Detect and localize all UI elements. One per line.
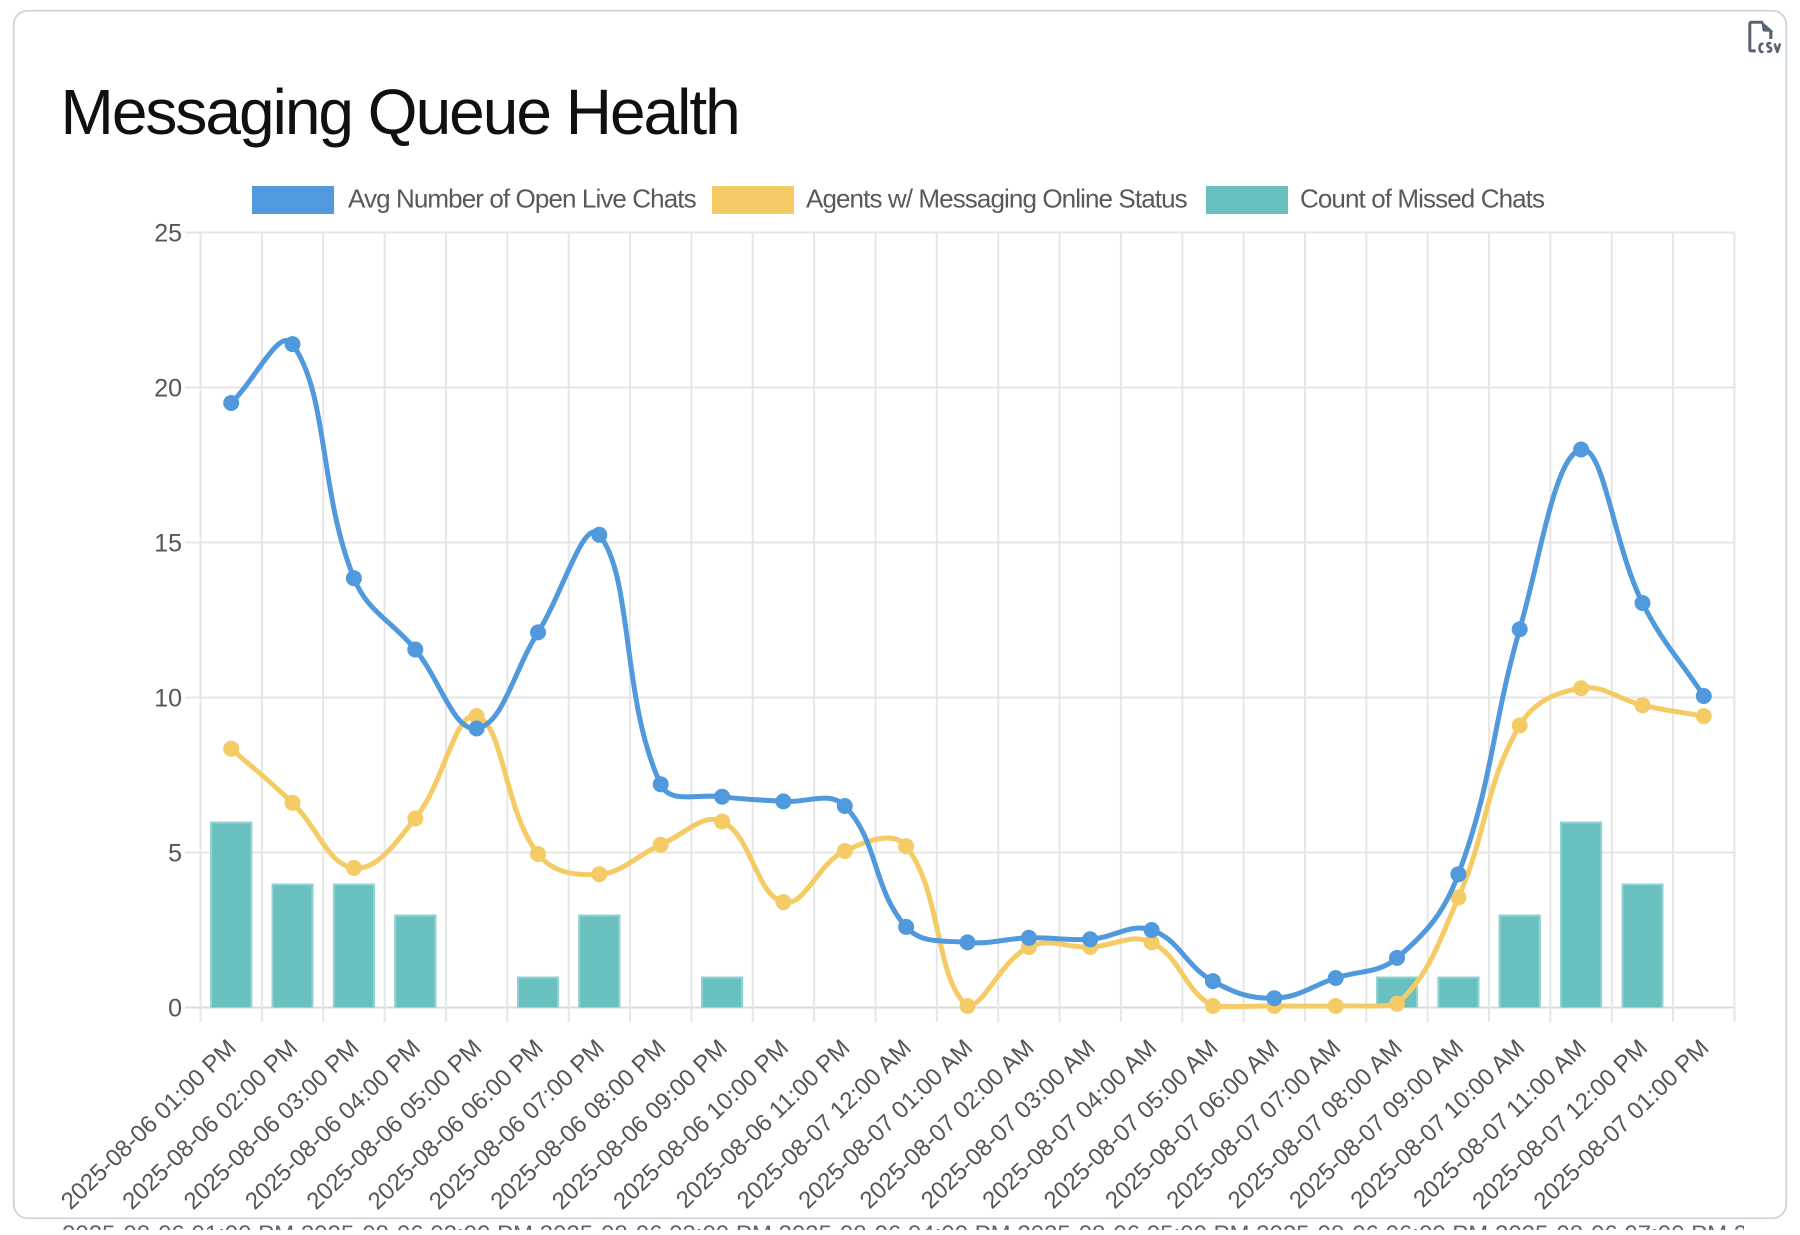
svg-text:Agents w/ Messaging Online Sta: Agents w/ Messaging Online Status [806, 184, 1188, 214]
svg-text:25: 25 [154, 220, 182, 248]
svg-text:10: 10 [154, 685, 182, 713]
svg-text:Avg Number of Open Live Chats: Avg Number of Open Live Chats [348, 184, 697, 214]
svg-text:2025-08-06 01:00 PM 2025-08-06: 2025-08-06 01:00 PM 2025-08-06 02:00 PM … [62, 1221, 1800, 1230]
svg-text:Count of Missed Chats: Count of Missed Chats [1300, 184, 1545, 214]
svg-text:5: 5 [168, 840, 182, 868]
svg-text:Messaging Queue Health: Messaging Queue Health [61, 76, 739, 148]
svg-text:0: 0 [168, 995, 182, 1023]
svg-text:15: 15 [154, 530, 182, 558]
svg-text:20: 20 [154, 375, 182, 403]
